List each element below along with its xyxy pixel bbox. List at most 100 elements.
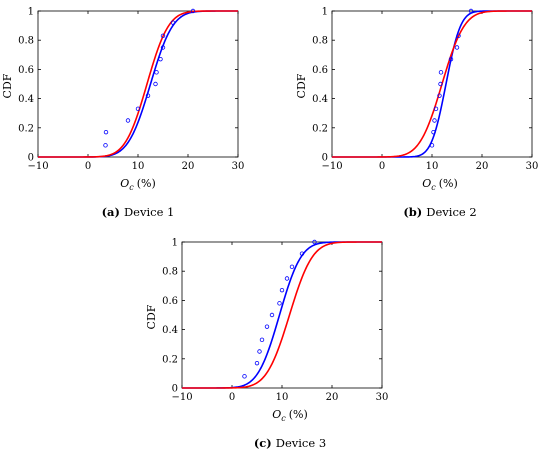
y-tick-label-c: 0.2 [162, 354, 178, 365]
caption-b-text: Device 2 [426, 205, 476, 219]
x-tick-label-c: 0 [229, 392, 235, 403]
ylabel-c: CDF [145, 304, 158, 329]
y-tick-label-a: 0.6 [18, 65, 34, 76]
x-tick-label-b: 0 [379, 161, 385, 172]
xlabel-b-subscript: c [431, 183, 436, 192]
y-tick-label-b: 0.6 [312, 65, 328, 76]
data-point-marker-a [160, 33, 166, 39]
x-tick-label-c: 20 [326, 392, 339, 403]
caption-b-label: (b) [403, 205, 422, 219]
blue-cdf-curve-c [182, 241, 382, 389]
x-tick-label-a: 0 [85, 161, 91, 172]
x-tick-label-b: 30 [526, 161, 539, 172]
data-point-marker-a [160, 45, 166, 50]
data-point-marker-c [264, 324, 270, 329]
blue-cdf-curve-b [332, 10, 532, 158]
data-point-marker-a [103, 129, 109, 135]
ylabel-a: CDF [1, 73, 14, 98]
data-point-marker-a [125, 118, 131, 123]
caption-a: (a) Device 1 [102, 205, 175, 219]
data-point-marker-b [438, 81, 443, 87]
y-tick-label-a: 0 [28, 153, 34, 164]
y-tick-label-c: 0.8 [162, 267, 178, 278]
data-point-marker-a [135, 106, 141, 112]
data-point-marker-a [153, 81, 158, 87]
data-point-marker-a [190, 8, 196, 14]
data-point-marker-c [299, 251, 305, 256]
data-point-marker-c [259, 337, 265, 343]
caption-b: (b) Device 2 [403, 205, 476, 219]
data-point-marker-a [170, 20, 176, 25]
axes-frame-c [181, 241, 383, 389]
y-tick-label-c: 1 [172, 238, 178, 249]
x-tick-label-a: −10 [27, 161, 48, 172]
x-tick-label-a: 10 [132, 161, 145, 172]
xlabel-c-symbol: O [272, 408, 281, 421]
y-tick-label-c: 0.4 [162, 325, 178, 336]
data-point-marker-c [269, 312, 275, 318]
data-point-marker-c [279, 287, 285, 293]
red-cdf-curve-b [332, 10, 532, 158]
x-tick-label-c: 10 [276, 392, 289, 403]
y-tick-label-c: 0 [172, 384, 178, 395]
data-point-marker-c [277, 301, 282, 306]
y-tick-label-a: 0.8 [18, 36, 34, 47]
x-tick-label-b: 20 [476, 161, 489, 172]
data-point-marker-b [456, 33, 461, 39]
axes-frame-b [331, 10, 533, 158]
y-tick-label-a: 0.4 [18, 94, 34, 105]
x-tick-label-c: 30 [376, 392, 389, 403]
caption-c: (c) Device 3 [254, 436, 326, 450]
x-tick-label-a: 20 [182, 161, 195, 172]
xlabel-a-subscript: c [129, 183, 134, 192]
blue-cdf-curve-a [38, 10, 238, 158]
caption-a-label: (a) [102, 205, 120, 219]
data-point-marker-a [158, 56, 163, 62]
xlabel-b-unit: (%) [439, 177, 458, 190]
xlabel-b-symbol: O [422, 177, 431, 190]
red-cdf-curve-a [38, 10, 238, 158]
xlabel-c-unit: (%) [289, 408, 308, 421]
xlabel-a: Oc (%) [120, 177, 156, 192]
y-tick-label-b: 1 [322, 7, 328, 18]
data-point-marker-b [437, 93, 442, 98]
data-point-marker-b [432, 118, 437, 123]
data-point-marker-c [284, 276, 290, 281]
x-tick-label-b: 10 [426, 161, 439, 172]
data-point-marker-a [154, 70, 159, 75]
caption-c-label: (c) [254, 436, 272, 450]
y-tick-label-a: 1 [28, 7, 34, 18]
data-point-marker-b [429, 143, 435, 148]
axes-frame-a [37, 10, 239, 158]
data-point-marker-b [433, 106, 439, 112]
xlabel-a-unit: (%) [137, 177, 156, 190]
caption-a-text: Device 1 [124, 205, 174, 219]
data-point-marker-c [254, 360, 260, 366]
data-point-marker-b [448, 56, 454, 62]
x-tick-label-a: 30 [232, 161, 245, 172]
data-point-marker-c [242, 374, 247, 379]
red-cdf-curve-c [182, 241, 382, 389]
data-point-marker-c [312, 239, 317, 245]
y-tick-label-b: 0.4 [312, 94, 328, 105]
y-tick-label-b: 0 [322, 153, 328, 164]
data-point-marker-c [289, 264, 295, 270]
data-point-marker-a [145, 93, 151, 98]
xlabel-c-subscript: c [281, 414, 286, 423]
y-tick-label-b: 0.8 [312, 36, 328, 47]
y-tick-label-a: 0.2 [18, 123, 34, 134]
xlabel-a-symbol: O [120, 177, 129, 190]
data-point-marker-b [468, 8, 474, 14]
data-point-marker-c [257, 349, 262, 354]
caption-c-text: Device 3 [276, 436, 326, 450]
ylabel-b: CDF [295, 73, 308, 98]
xlabel-b: Oc (%) [422, 177, 458, 192]
xlabel-c: Oc (%) [272, 408, 308, 423]
data-point-marker-b [454, 45, 460, 50]
